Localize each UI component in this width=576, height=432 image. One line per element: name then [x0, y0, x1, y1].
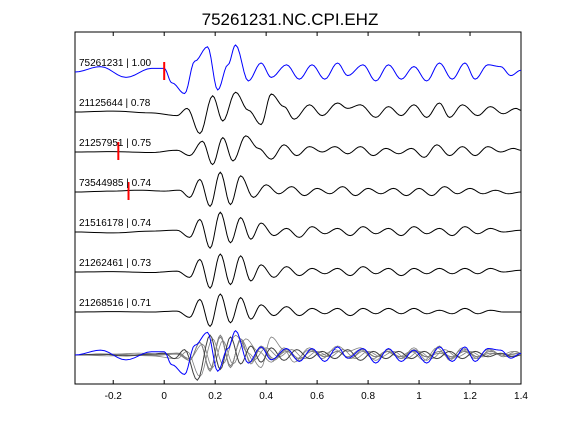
series-line-4: [74, 211, 522, 250]
series-line-6: [74, 293, 521, 328]
trace-label-1: 21125644 | 0.78: [79, 98, 151, 109]
x-tick-label-7: 1.2: [463, 391, 477, 402]
x-tick-label-4: 0.6: [310, 391, 324, 402]
plot-area: [74, 31, 522, 385]
trace-label-3: 73544985 | 0.74: [79, 178, 152, 189]
x-tick-label-2: 0.2: [208, 391, 222, 402]
x-tick-label-6: 1: [416, 391, 422, 402]
picks-layer: [117, 62, 166, 200]
labels-layer: 75261231 | 1.00 21125644 | 0.78 21257951 |…: [79, 58, 152, 309]
chart-title: 75261231.NC.CPI.EHZ: [202, 10, 379, 29]
stack-master-line: [74, 330, 522, 376]
stack-overlay-2: [74, 338, 522, 369]
x-tick-label-3: 0.4: [259, 391, 273, 402]
series-line-5: [74, 253, 522, 289]
x-tick-label-8: 1.4: [514, 391, 528, 402]
x-tick-label-5: 0.8: [361, 391, 375, 402]
x-tick-label-0: -0.2: [105, 391, 123, 402]
stack-layer: [74, 330, 522, 381]
x-tick-label-1: 0: [161, 391, 167, 402]
trace-label-2: 21257951 | 0.75: [79, 138, 152, 149]
trace-label-5: 21262461 | 0.73: [79, 258, 152, 269]
traces-layer: [74, 44, 522, 328]
stack-mean-line: [74, 334, 522, 381]
x-axis-ticks: -0.2 0 0.2 0.4 0.6 0.8 1 1.2 1.4: [105, 32, 528, 402]
series-line-3: [74, 171, 522, 208]
stack-overlay-1: [74, 334, 522, 378]
trace-label-6: 21268516 | 0.71: [79, 298, 152, 309]
series-line-0: [74, 44, 522, 95]
series-line-2: [74, 135, 522, 166]
series-line-1: [74, 91, 522, 135]
trace-label-4: 21516178 | 0.74: [79, 218, 152, 229]
trace-label-0: 75261231 | 1.00: [79, 58, 152, 69]
